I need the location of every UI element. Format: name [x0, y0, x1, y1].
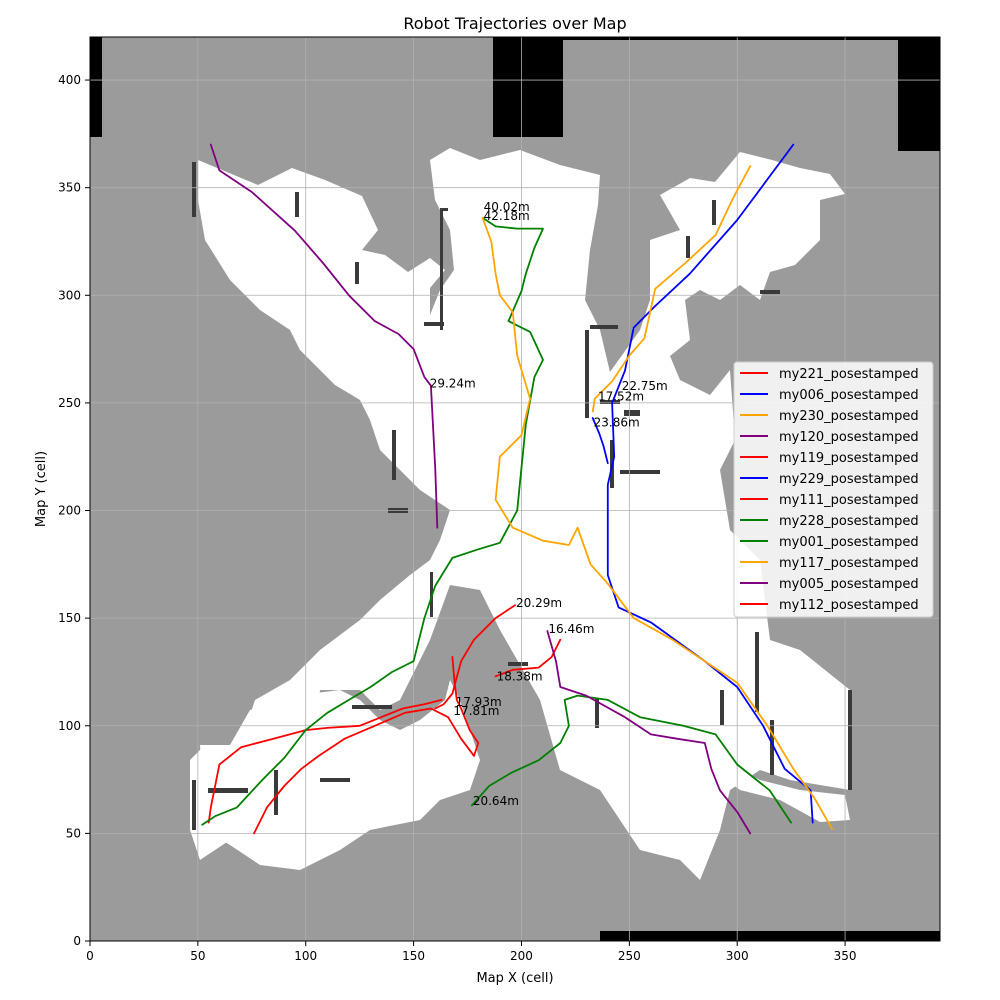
- distance-label-my120_posestamped: 29.24m: [430, 377, 476, 391]
- legend-label-my111_posestamped: my111_posestamped: [779, 493, 919, 508]
- trajectory-my006_posestamped: [606, 143, 814, 824]
- x-tick-label: 100: [294, 949, 317, 963]
- y-axis-ticks: 0 50 100 150 200 250 300 350 400: [58, 73, 90, 948]
- x-tick-label: 300: [726, 949, 749, 963]
- y-tick-label: 250: [58, 396, 81, 410]
- y-tick-label: 100: [58, 719, 81, 733]
- x-tick-label: 150: [402, 949, 425, 963]
- legend-label-my228_posestamped: my228_posestamped: [779, 514, 919, 529]
- y-axis-label: Map Y (cell): [34, 451, 49, 527]
- legend-label-my112_posestamped: my112_posestamped: [779, 598, 919, 613]
- trajectory-my221_posestamped: [434, 604, 516, 710]
- legend-label-my229_posestamped: my229_posestamped: [779, 472, 919, 487]
- y-tick-label: 400: [58, 73, 81, 87]
- map-occupied-blocks: [90, 37, 940, 941]
- y-tick-label: 350: [58, 181, 81, 195]
- y-tick-label: 300: [58, 288, 81, 302]
- x-tick-label: 200: [510, 949, 533, 963]
- plot-frame: [89, 36, 941, 942]
- trajectory-my230_posestamped: [591, 165, 752, 413]
- legend: my221_posestamped my006_posestamped my230_…: [733, 361, 934, 618]
- map-free-space-right: [600, 695, 850, 822]
- x-tick-label: 250: [618, 949, 641, 963]
- distance-label-my119_posestamped: 18.38m: [497, 669, 543, 683]
- distance-label-my005_posestamped: 16.46m: [548, 622, 594, 636]
- trajectory-my005_posestamped: [546, 630, 752, 835]
- distance-label-my001_posestamped: 20.64m: [473, 794, 519, 808]
- trajectory-my117_posestamped: [481, 216, 833, 830]
- trajectory-my001_posestamped: [470, 694, 792, 824]
- y-tick-label: 150: [58, 611, 81, 625]
- legend-label-my119_posestamped: my119_posestamped: [779, 451, 919, 466]
- legend-box: [733, 361, 934, 618]
- y-tick-label: 200: [58, 504, 81, 518]
- legend-label-my006_posestamped: my006_posestamped: [779, 388, 919, 403]
- legend-label-my120_posestamped: my120_posestamped: [779, 430, 919, 445]
- trajectory-my111_posestamped: [207, 699, 443, 824]
- x-tick-label: 0: [86, 949, 94, 963]
- distance-label-my112_posestamped: 17.81m: [453, 704, 499, 718]
- legend-label-my221_posestamped: my221_posestamped: [779, 367, 919, 382]
- distance-label-my006_posestamped: 22.75m: [622, 379, 668, 393]
- series-layer: [201, 143, 833, 835]
- map-walls: [192, 162, 852, 830]
- distance-label-my228_posestamped: 42.18m: [484, 209, 530, 223]
- x-axis-label: Map X (cell): [476, 971, 553, 986]
- legend-label-my117_posestamped: my117_posestamped: [779, 556, 919, 571]
- chart-title: Robot Trajectories over Map: [403, 14, 626, 33]
- trajectory-my120_posestamped: [209, 143, 439, 529]
- map-free-space: [190, 148, 850, 880]
- legend-label-my005_posestamped: my005_posestamped: [779, 577, 919, 592]
- distance-label-my221_posestamped: 20.29m: [516, 596, 562, 610]
- distance-label-my111_posestamped: 17.93m: [456, 695, 502, 709]
- trajectory-my229_posestamped: [591, 417, 609, 465]
- map-free-space-lower: [200, 680, 480, 870]
- trajectory-my228_posestamped: [201, 216, 544, 826]
- trajectory-my112_posestamped: [253, 656, 480, 835]
- y-tick-label: 50: [66, 826, 81, 840]
- legend-label-my001_posestamped: my001_posestamped: [779, 535, 919, 550]
- x-axis-ticks: 0 50 100 150 200 250 300 350: [86, 941, 857, 963]
- y-tick-label: 0: [73, 934, 81, 948]
- x-tick-label: 350: [834, 949, 857, 963]
- legend-label-my230_posestamped: my230_posestamped: [779, 409, 919, 424]
- trajectory-my119_posestamped: [494, 638, 562, 678]
- distance-label-my230_posestamped: 17.52m: [598, 390, 644, 404]
- distance-label-my117_posestamped: 40.02m: [484, 200, 530, 214]
- x-tick-label: 50: [190, 949, 205, 963]
- distance-label-my229_posestamped: 23.86m: [594, 415, 640, 429]
